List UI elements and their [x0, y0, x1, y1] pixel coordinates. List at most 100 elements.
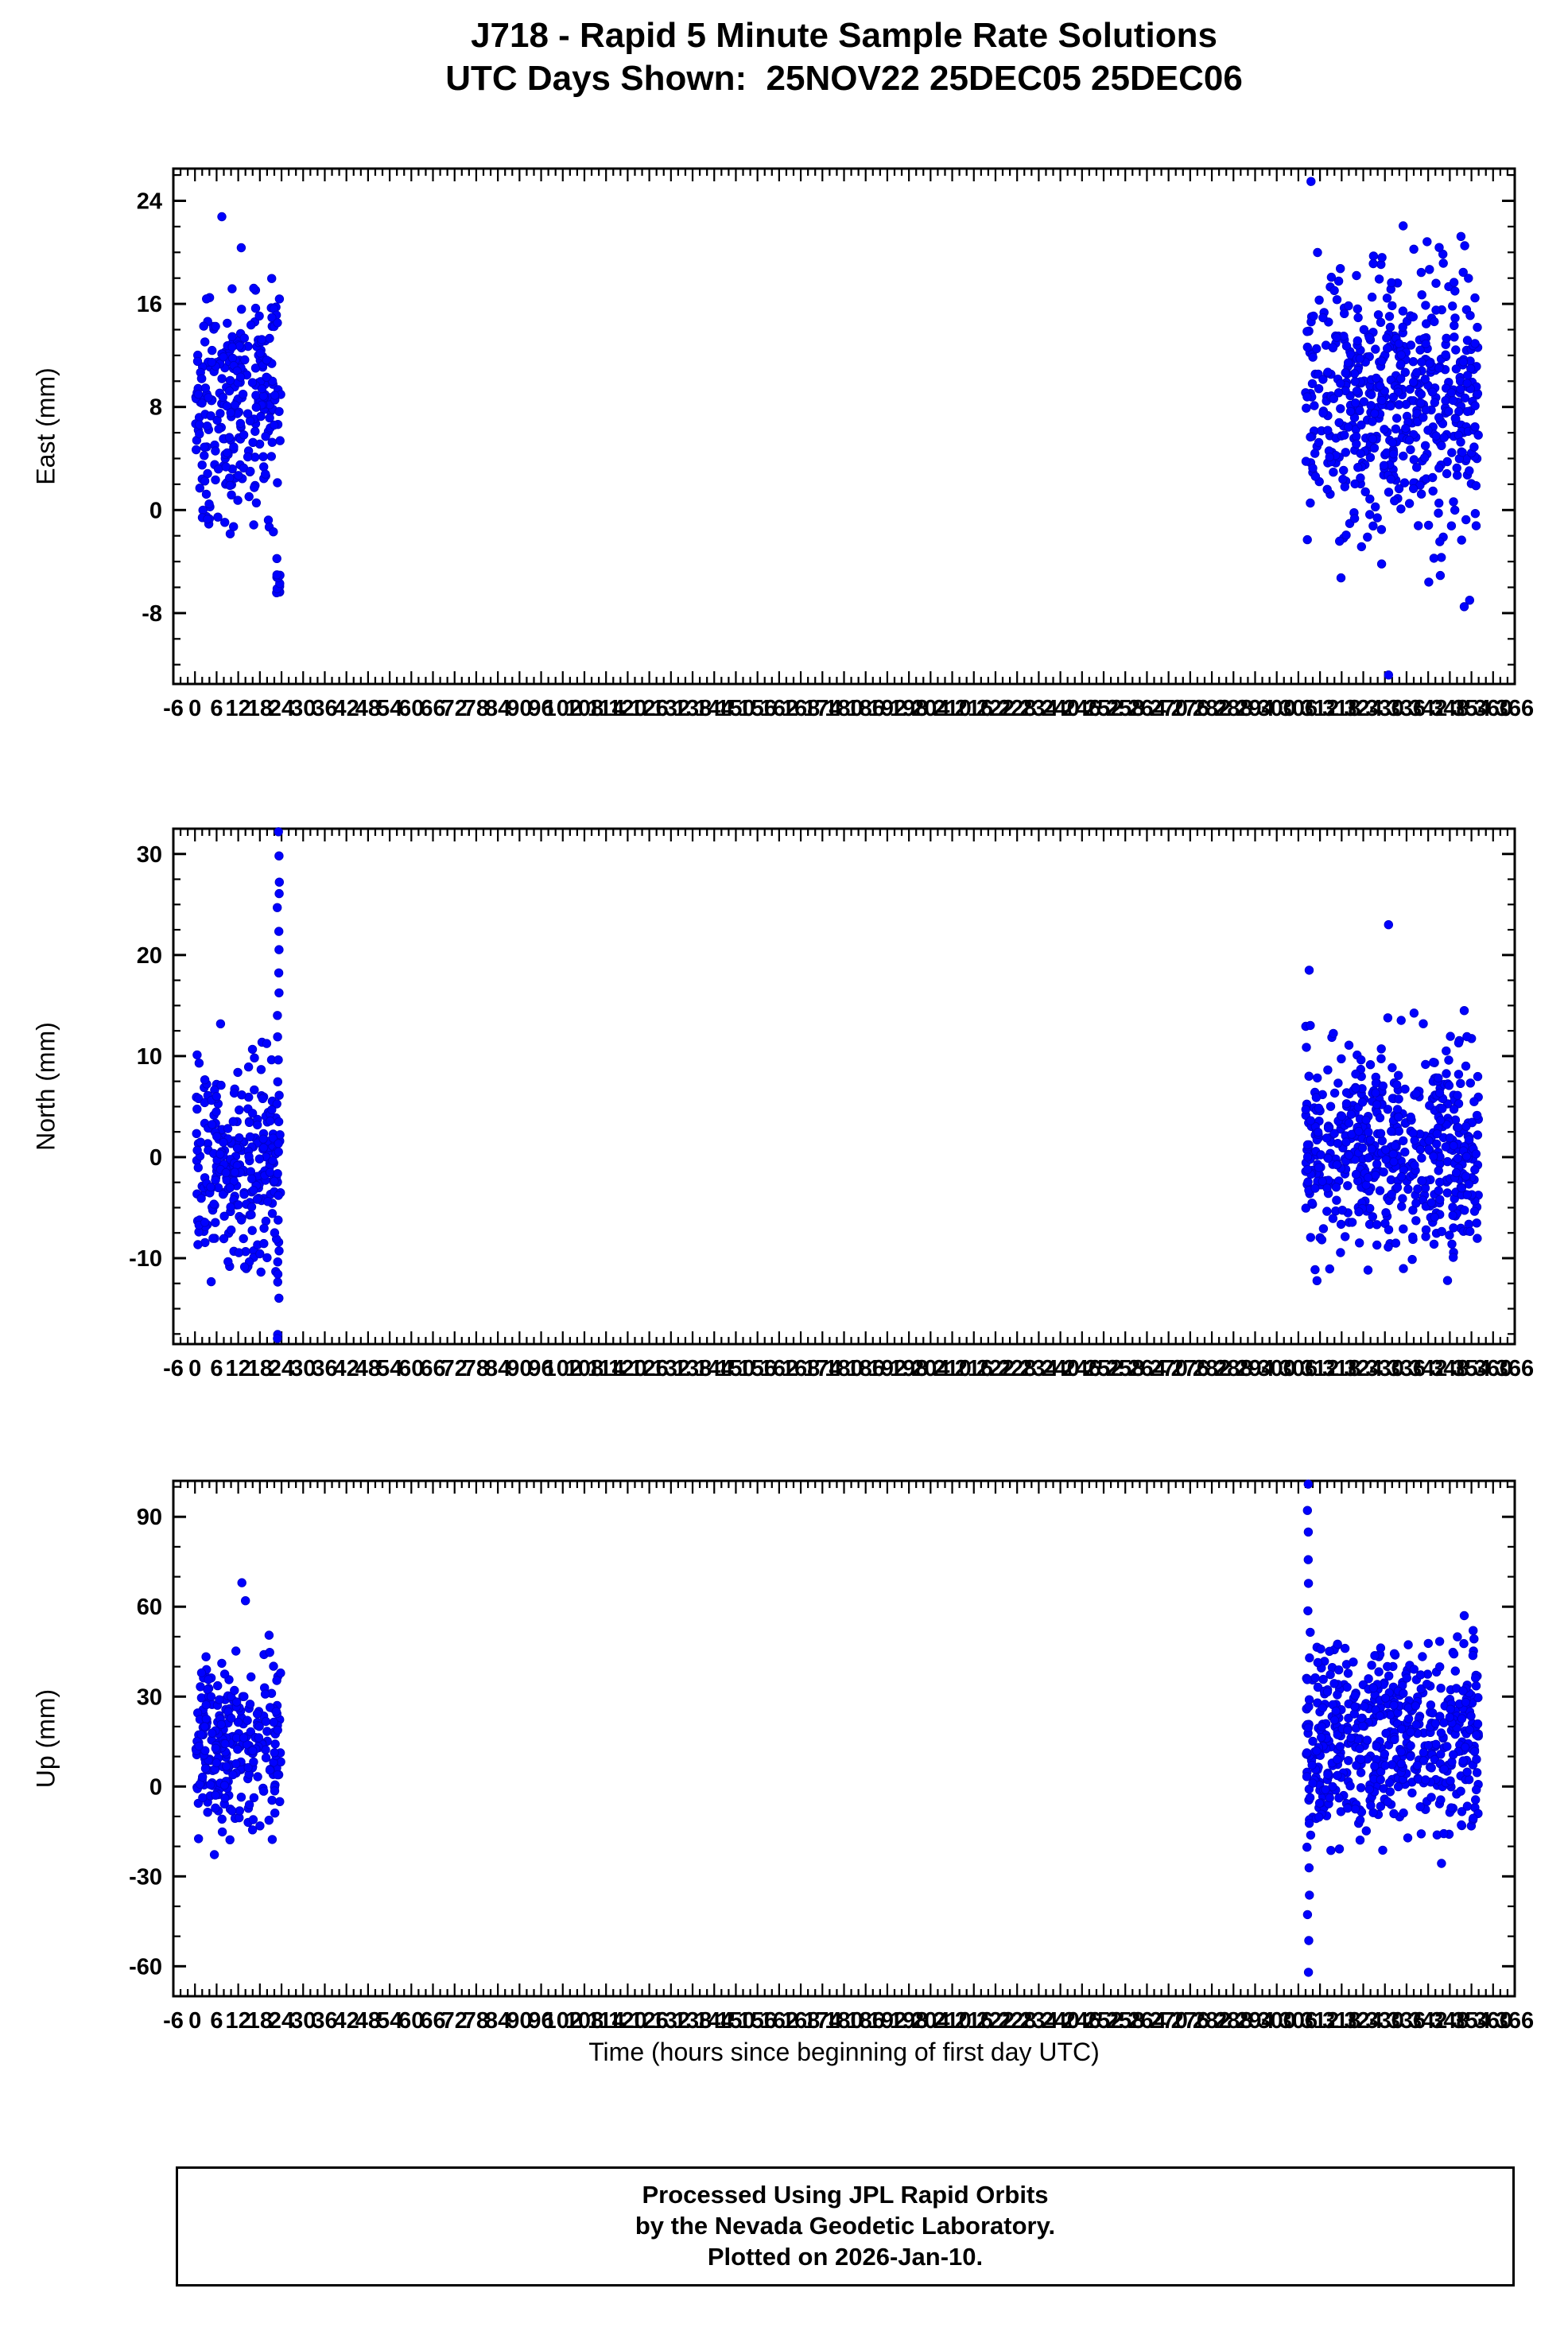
- x-tick-label: 6: [210, 2008, 223, 2034]
- x-tick-label: 330: [1366, 696, 1404, 721]
- x-tick-label: 354: [1452, 2008, 1490, 2034]
- x-tick-label: 48: [355, 696, 381, 721]
- x-tick-label: 270: [1149, 1356, 1187, 1381]
- x-tick-label: 312: [1301, 696, 1339, 721]
- scatter-points-north: [192, 827, 1484, 1343]
- footer-line2: by the Nevada Geodetic Laboratory.: [635, 2212, 1056, 2240]
- x-tick-label: 324: [1344, 696, 1382, 721]
- x-tick-label: 228: [998, 1356, 1036, 1381]
- x-tick-label: 348: [1430, 2008, 1469, 2034]
- x-tick-label: 210: [933, 2008, 971, 2034]
- x-tick-label: 294: [1236, 1356, 1274, 1381]
- x-tick-label: 258: [1106, 696, 1144, 721]
- x-tick-label: 366: [1496, 1356, 1534, 1381]
- x-tick-label: 138: [673, 696, 712, 721]
- y-tick-label: 0: [149, 498, 162, 523]
- x-tick-label: 138: [673, 1356, 712, 1381]
- x-tick-label: 60: [398, 1356, 424, 1381]
- x-tick-label: 366: [1496, 2008, 1534, 2034]
- x-tick-label: 174: [803, 696, 841, 721]
- scatter-points-up: [191, 1479, 1484, 1977]
- x-tick-label: 96: [528, 1356, 553, 1381]
- x-tick-label: 198: [890, 2008, 928, 2034]
- x-tick-label: 276: [1171, 696, 1209, 721]
- x-tick-label: 48: [355, 1356, 381, 1381]
- x-tick-label: 114: [588, 1356, 625, 1381]
- x-tick-label: 162: [760, 2008, 798, 2034]
- x-tick-label: 264: [1127, 696, 1166, 721]
- x-tick-label: 180: [825, 2008, 863, 2034]
- panel-east: -6 0 6 121824303642485460667278849096102108…: [137, 167, 1534, 721]
- x-tick-label: 228: [998, 2008, 1036, 2034]
- x-tick-label: 138: [673, 2008, 712, 2034]
- x-tick-label: 330: [1366, 2008, 1404, 2034]
- x-tick-label: 30: [290, 696, 316, 721]
- x-tick-label: 246: [1063, 1356, 1101, 1381]
- x-tick-label: 324: [1344, 2008, 1382, 2034]
- x-tick-label: 204: [911, 1356, 949, 1381]
- x-tick-label: 144: [695, 1356, 733, 1381]
- x-tick-label: 198: [890, 696, 928, 721]
- x-tick-label: 282: [1193, 2008, 1231, 2034]
- footer-line1: Processed Using JPL Rapid Orbits: [642, 2181, 1049, 2209]
- x-tick-label: 108: [565, 1356, 604, 1381]
- x-tick-label: 204: [911, 696, 949, 721]
- x-tick-label: 324: [1344, 1356, 1382, 1381]
- x-tick-label: 186: [847, 2008, 885, 2034]
- x-tick-label: 174: [803, 1356, 841, 1381]
- x-tick-label: 288: [1214, 1356, 1252, 1381]
- x-tick-label: 90: [506, 1356, 532, 1381]
- x-tick-label: 84: [485, 2008, 510, 2034]
- y-tick-label: 0: [149, 1774, 162, 1800]
- y-tick-label: 10: [137, 1044, 162, 1070]
- x-tick-label: 336: [1388, 1356, 1426, 1381]
- x-tick-label: 366: [1496, 696, 1534, 721]
- x-tick-label: 84: [485, 1356, 510, 1381]
- x-tick-label: 282: [1193, 696, 1231, 721]
- scatter-points-east: [191, 177, 1483, 680]
- x-tick-label: 360: [1474, 696, 1512, 721]
- x-tick-label: 162: [760, 1356, 798, 1381]
- x-tick-label: 276: [1171, 2008, 1209, 2034]
- x-tick-label: 42: [334, 696, 359, 721]
- x-tick-label: 84: [485, 696, 510, 721]
- x-tick-label: 30: [290, 1356, 316, 1381]
- x-tick-label: 360: [1474, 1356, 1512, 1381]
- x-tick-label: 24: [269, 2008, 294, 2034]
- x-tick-label: 168: [782, 2008, 820, 2034]
- x-tick-label: 156: [738, 1356, 776, 1381]
- x-tick-label: 36: [312, 2008, 337, 2034]
- x-tick-label: 354: [1452, 1356, 1490, 1381]
- x-tick-label: 276: [1171, 1356, 1209, 1381]
- x-tick-label: 288: [1214, 696, 1252, 721]
- x-tick-label: 228: [998, 696, 1036, 721]
- x-tick-label: 342: [1409, 1356, 1447, 1381]
- x-tick-label: 90: [506, 696, 532, 721]
- x-tick-label: 156: [738, 2008, 776, 2034]
- y-tick-label: 30: [137, 1684, 162, 1710]
- x-tick-label: 234: [1019, 1356, 1058, 1381]
- x-tick-label: 222: [976, 696, 1015, 721]
- x-tick-label: 318: [1322, 696, 1360, 721]
- x-tick-label: 222: [976, 2008, 1015, 2034]
- x-tick-label: 240: [1041, 696, 1079, 721]
- x-tick-label: 72: [442, 696, 468, 721]
- x-tick-label: 246: [1063, 2008, 1101, 2034]
- x-tick-label: 42: [334, 1356, 359, 1381]
- x-tick-label: 42: [334, 2008, 359, 2034]
- x-tick-label: 126: [630, 2008, 668, 2034]
- x-tick-label: 336: [1388, 2008, 1426, 2034]
- x-tick-label: 114: [588, 696, 625, 721]
- x-tick-label: 108: [565, 696, 604, 721]
- x-tick-label: 12: [225, 2008, 250, 2034]
- x-tick-label: 120: [608, 2008, 646, 2034]
- x-tick-label: 210: [933, 1356, 971, 1381]
- x-tick-label: 312: [1301, 2008, 1339, 2034]
- x-tick-label: 6: [210, 696, 223, 721]
- x-tick-label: 72: [442, 1356, 468, 1381]
- panel-frame-north: [172, 827, 1516, 1346]
- chart-title-line2: UTC Days Shown: 25NOV22 25DEC05 25DEC06: [445, 59, 1243, 98]
- x-tick-label: 240: [1041, 1356, 1079, 1381]
- x-tick-label: 252: [1085, 1356, 1123, 1381]
